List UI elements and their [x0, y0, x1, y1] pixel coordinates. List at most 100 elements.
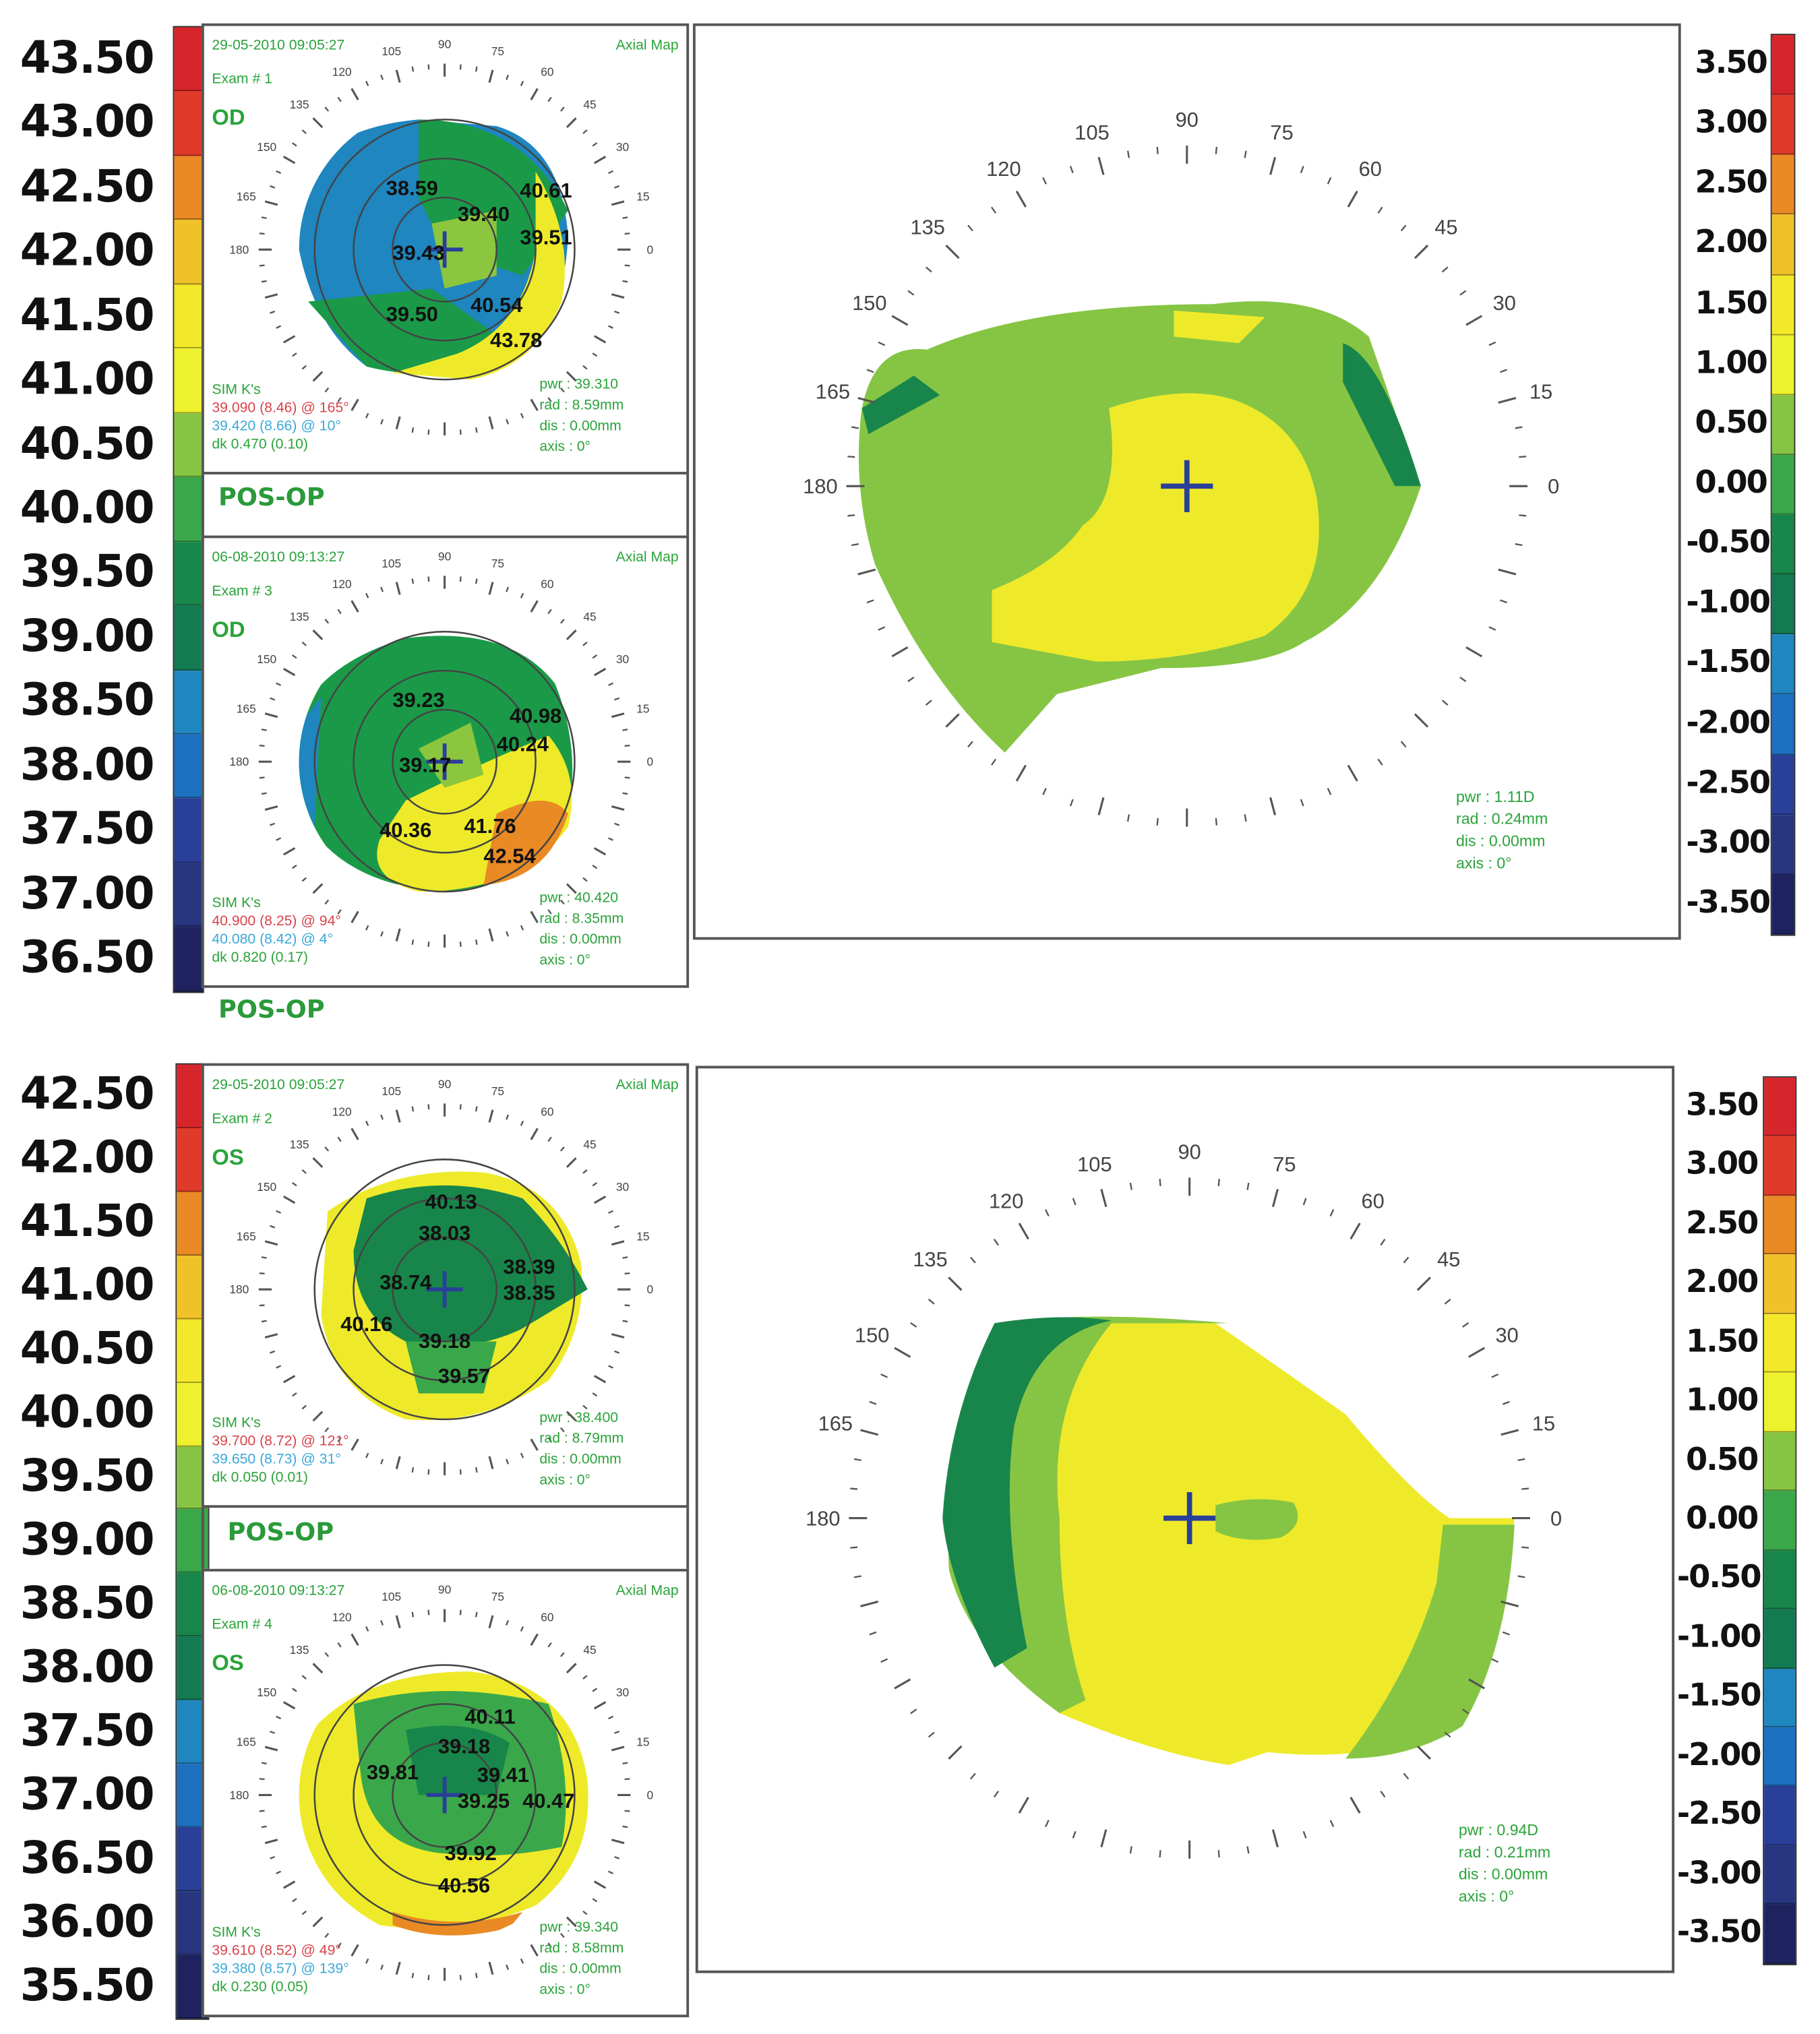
angle-tick — [880, 1374, 888, 1378]
simk-title: SIM K's — [212, 1925, 260, 1940]
angle-tick — [264, 805, 278, 811]
angle-tick — [560, 1933, 565, 1938]
angle-tick — [611, 1240, 625, 1246]
angle-label: 75 — [491, 1590, 504, 1603]
angle-tick — [991, 206, 997, 214]
angle-tick — [1502, 1631, 1510, 1636]
angle-tick — [276, 1365, 282, 1369]
angle-tick — [622, 1256, 628, 1259]
angle-tick — [547, 1136, 552, 1142]
simk-steep: 39.700 (8.72) @ 121° — [212, 1434, 348, 1449]
angle-tick — [611, 293, 625, 299]
angle-label: 150 — [852, 291, 886, 315]
angle-tick — [475, 578, 478, 584]
angle-tick — [324, 899, 330, 905]
difference-map: 0 15 30 45 60 75 90 105 120 135 150 165 180 pwr : 1.1… — [803, 108, 1559, 871]
scale-label: -3.00 — [1686, 824, 1771, 861]
scale-swatch — [1764, 1431, 1796, 1491]
angle-tick — [1215, 818, 1218, 826]
angle-tick — [264, 1240, 278, 1246]
angle-label: 180 — [803, 474, 837, 498]
scale-label: 36.50 — [20, 1832, 155, 1884]
angle-tick — [611, 1746, 625, 1752]
angle-label: 60 — [541, 65, 553, 78]
scale-swatch — [1764, 1905, 1796, 1964]
curvature-region — [419, 722, 484, 788]
angle-label: 15 — [1532, 1412, 1555, 1436]
angle-tick — [608, 682, 614, 686]
scale-swatch — [1771, 95, 1794, 155]
angle-tick — [312, 1411, 324, 1422]
angle-tick — [566, 883, 577, 894]
angle-tick — [282, 847, 296, 856]
angle-tick — [261, 216, 267, 219]
scale-swatch — [1771, 394, 1794, 455]
scale-swatch — [1764, 1786, 1796, 1846]
angle-label: 135 — [290, 610, 309, 623]
angle-tick — [520, 80, 524, 86]
angle-tick — [547, 1642, 552, 1648]
scale-label: -3.50 — [1676, 1913, 1762, 1950]
angle-label: 105 — [382, 557, 401, 570]
angle-tick — [566, 371, 577, 382]
angle-tick — [869, 1631, 877, 1636]
angle-label: 135 — [913, 1247, 947, 1271]
exam-number: Exam # 1 — [212, 71, 272, 86]
angle-label: 0 — [646, 1283, 653, 1296]
angle-tick — [851, 543, 859, 547]
angle-tick — [312, 117, 324, 129]
simk-delta: dk 0.050 (0.01) — [212, 1470, 308, 1485]
map-type-label: Axial Map — [616, 1582, 679, 1598]
angle-tick — [488, 416, 494, 430]
scale-label: 43.00 — [20, 96, 155, 149]
angle-label: 105 — [382, 1590, 401, 1603]
scale-label: 3.00 — [1685, 1145, 1759, 1182]
difference-map-panel: 0 15 30 45 60 75 90 105 120 135 150 165 180 pwr : 1.1… — [692, 23, 1681, 940]
angle-tick — [566, 1157, 577, 1168]
angle-tick — [459, 576, 462, 582]
angle-label: 90 — [438, 550, 451, 563]
angle-tick — [1459, 676, 1467, 683]
angle-tick — [1400, 224, 1407, 232]
angle-tick — [1100, 1189, 1108, 1208]
angle-tick — [1441, 700, 1449, 706]
eye-label: OD — [212, 104, 245, 129]
angle-tick — [1302, 1830, 1307, 1839]
rad-readout: rad : 0.24mm — [1456, 810, 1548, 828]
zone-ring — [392, 1742, 497, 1848]
angle-tick — [530, 1128, 539, 1140]
angle-tick — [1300, 799, 1304, 807]
axial-map: 0 15 30 45 60 75 90 105 120 135 150 165 180 40.11 39.1… — [212, 1582, 679, 1997]
angle-tick — [337, 909, 342, 915]
curvature-value: 38.35 — [503, 1281, 555, 1305]
angle-tick — [1377, 758, 1383, 766]
scale-swatch — [1771, 454, 1794, 515]
angle-tick — [566, 629, 577, 640]
rad-readout: rad : 0.21mm — [1459, 1843, 1550, 1861]
angle-tick — [292, 1182, 297, 1187]
angle-tick — [337, 397, 342, 402]
angle-tick — [866, 599, 874, 604]
angle-tick — [1246, 1846, 1250, 1854]
angle-tick — [276, 1715, 282, 1720]
scale-label: 41.50 — [20, 1196, 155, 1249]
curvature-region — [392, 171, 565, 380]
angle-tick — [292, 1688, 297, 1692]
scale-label: 38.50 — [20, 675, 155, 727]
angle-label: 75 — [491, 1084, 504, 1098]
scale-label: 40.00 — [20, 1387, 155, 1440]
scale-swatch — [174, 670, 203, 735]
angle-tick — [1416, 1276, 1432, 1291]
zone-ring — [313, 1159, 576, 1421]
angle-tick — [282, 667, 296, 677]
angle-tick — [1517, 1575, 1525, 1578]
simk-flat: 40.080 (8.42) @ 4° — [212, 931, 333, 947]
angle-tick — [276, 1870, 282, 1874]
scale-label: 3.50 — [1695, 44, 1767, 81]
angle-tick — [945, 244, 960, 259]
curvature-value: 38.59 — [386, 176, 438, 199]
curvature-value: 40.36 — [380, 818, 431, 842]
curvature-value: 39.92 — [445, 1841, 497, 1865]
angle-tick — [614, 1350, 620, 1354]
curvature-region — [405, 1725, 510, 1795]
